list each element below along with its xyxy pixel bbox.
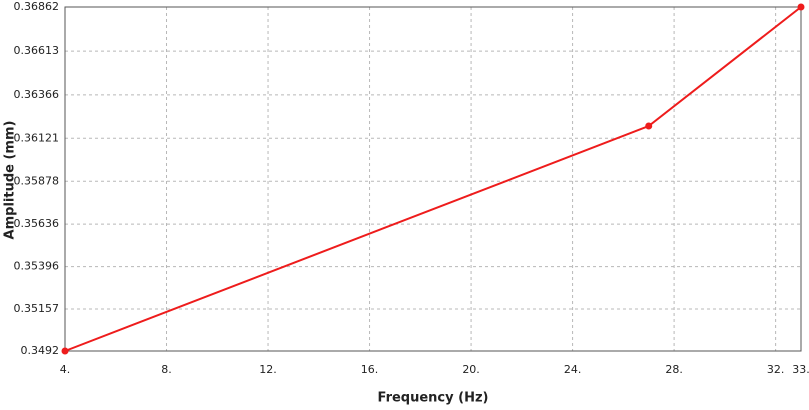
x-tick-label: 4. — [60, 363, 71, 376]
x-tick-label: 12. — [259, 363, 277, 376]
plot-frame — [64, 6, 802, 352]
y-tick-label: 0.36121 — [14, 131, 60, 144]
y-tick-label: 0.36613 — [14, 44, 60, 57]
data-point — [797, 3, 805, 11]
x-tick-label: 28. — [665, 363, 683, 376]
x-tick-label: 24. — [564, 363, 582, 376]
y-tick-label: 0.35636 — [14, 217, 60, 230]
y-axis-title: Amplitude (mm) — [3, 121, 18, 240]
data-line — [64, 6, 802, 352]
x-tick-label: 8. — [161, 363, 172, 376]
y-tick-label: 0.35157 — [14, 302, 60, 315]
data-point — [645, 122, 653, 130]
y-tick-label: 0.3492 — [21, 344, 60, 357]
x-axis-title: Frequency (Hz) — [378, 391, 489, 406]
x-tick-label: 16. — [361, 363, 379, 376]
y-tick-label: 0.35878 — [14, 174, 60, 187]
x-tick-label: 33. — [792, 363, 809, 376]
data-point — [61, 347, 69, 355]
y-tick-label: 0.36366 — [14, 88, 60, 101]
x-tick-label: 32. — [767, 363, 785, 376]
y-tick-label: 0.36862 — [14, 0, 60, 13]
x-tick-label: 20. — [462, 363, 480, 376]
y-tick-label: 0.35396 — [14, 260, 60, 273]
